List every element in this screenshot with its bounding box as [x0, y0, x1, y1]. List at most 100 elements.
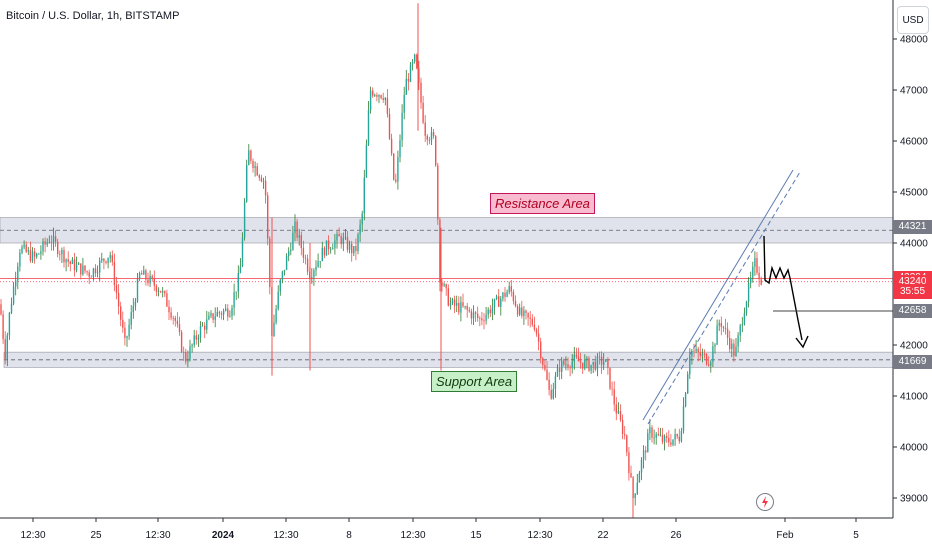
- candle-body: [82, 265, 84, 275]
- price-tag: 42658: [893, 304, 932, 319]
- candle-body: [17, 266, 19, 281]
- chart-title: Bitcoin / U.S. Dollar, 1h, BITSTAMP: [6, 10, 180, 22]
- candle-body: [527, 312, 529, 318]
- x-tick-label: 12:30: [273, 530, 298, 541]
- currency-button[interactable]: USD: [897, 6, 929, 34]
- candle-body: [185, 352, 187, 362]
- candle-body: [212, 313, 214, 320]
- candle-body: [216, 312, 218, 317]
- candle-body: [254, 166, 256, 169]
- candle-body: [640, 459, 643, 473]
- candle-body: [720, 323, 722, 327]
- x-tick-label: 12:30: [400, 530, 425, 541]
- candle-body: [206, 319, 208, 330]
- candle-body: [426, 135, 428, 140]
- candle-body: [470, 311, 473, 319]
- candle-body: [252, 160, 254, 169]
- candle-body: [260, 177, 263, 182]
- candle-body: [225, 308, 227, 311]
- candle-body: [546, 369, 548, 380]
- candle-body: [61, 249, 63, 255]
- candle-body: [323, 247, 326, 256]
- candle-body: [237, 273, 239, 292]
- candle-body: [0, 304, 2, 315]
- candle-body: [124, 327, 126, 338]
- candle-body: [33, 251, 36, 257]
- candle-body: [558, 368, 561, 372]
- candle-body: [71, 259, 74, 264]
- candle-body: [277, 291, 279, 309]
- candle-body: [703, 353, 706, 355]
- candle-body: [540, 341, 542, 359]
- candle-body: [292, 232, 294, 250]
- candle-body: [29, 250, 32, 261]
- candle-body: [138, 273, 141, 279]
- candle-body: [451, 299, 454, 304]
- candle-body: [113, 261, 116, 286]
- candle-body: [542, 358, 544, 366]
- candle-body: [195, 335, 197, 340]
- candle-body: [714, 344, 716, 347]
- candle-body: [428, 139, 431, 141]
- lightning-icon[interactable]: [755, 492, 775, 512]
- candle-body: [645, 450, 647, 453]
- candle-body: [611, 388, 613, 390]
- candle-body: [388, 113, 391, 139]
- candle-body: [15, 280, 17, 287]
- candle-body: [50, 242, 53, 244]
- candle-body: [376, 95, 378, 97]
- candle-body: [227, 308, 229, 317]
- candle-body: [399, 140, 401, 158]
- candle-body: [697, 348, 699, 353]
- candle-body: [491, 307, 494, 314]
- candle-body: [25, 244, 27, 252]
- x-tick-label: 8: [346, 530, 352, 541]
- candle-body: [92, 268, 95, 278]
- candle-body: [239, 266, 242, 274]
- candle-body: [567, 364, 569, 368]
- candle-body: [330, 249, 332, 251]
- x-tick-label: 12:30: [145, 530, 170, 541]
- candle-body: [630, 473, 632, 478]
- candle-body: [149, 275, 151, 284]
- candle-body: [653, 437, 655, 439]
- candle-body: [495, 296, 498, 299]
- candle-body: [600, 356, 603, 365]
- candle-body: [420, 82, 422, 103]
- candle-body: [575, 354, 578, 357]
- candle-body: [682, 406, 685, 432]
- candle-body: [437, 165, 439, 220]
- candle-body: [493, 298, 496, 308]
- candle-body: [2, 314, 4, 340]
- candle-body: [52, 236, 55, 243]
- candle-body: [67, 259, 69, 262]
- candle-body: [750, 277, 752, 284]
- candle-body: [258, 175, 260, 178]
- y-tick-label: 42000: [900, 341, 928, 352]
- candle-body: [229, 315, 231, 317]
- candle-body: [739, 325, 741, 336]
- candle-body: [729, 337, 731, 350]
- candle-body: [565, 364, 567, 366]
- candle-body: [626, 435, 628, 453]
- y-tick-label: 47000: [900, 86, 928, 97]
- candle-body: [582, 362, 584, 369]
- candle-body: [378, 95, 380, 97]
- candle-body: [456, 302, 458, 306]
- candle-body: [19, 252, 21, 267]
- projection-wave: [763, 235, 803, 341]
- x-tick-label: 12:30: [20, 530, 45, 541]
- candle-body: [344, 237, 347, 239]
- candle-body: [342, 237, 344, 245]
- candle-body: [151, 275, 153, 279]
- candle-body: [445, 284, 447, 289]
- price-tag: 44321: [893, 219, 932, 234]
- candle-body: [756, 258, 758, 273]
- candle-body: [458, 302, 460, 313]
- candle-body: [191, 344, 193, 347]
- candle-body: [75, 264, 78, 271]
- candle-body: [741, 324, 743, 326]
- candle-body: [760, 279, 762, 285]
- candle-body: [10, 303, 13, 313]
